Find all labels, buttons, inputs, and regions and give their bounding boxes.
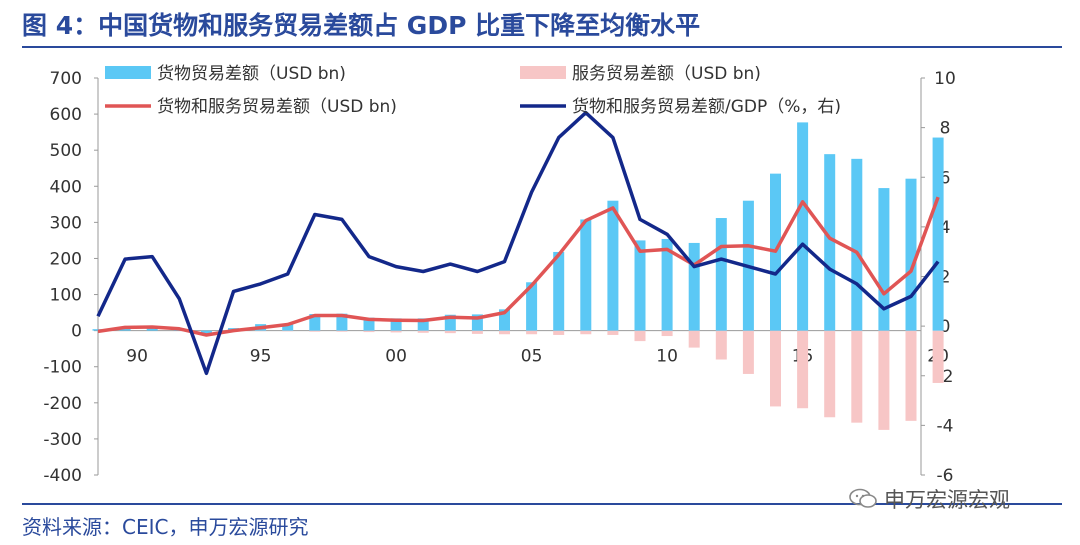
left-tick-label: 300 bbox=[50, 213, 82, 233]
services-bar bbox=[851, 330, 863, 423]
legend-swatch-services bbox=[520, 66, 566, 79]
left-tick-label: 200 bbox=[50, 249, 82, 269]
x-tick-label: 10 bbox=[656, 347, 678, 367]
services-bar bbox=[282, 330, 294, 332]
goods-bar bbox=[661, 238, 673, 331]
services-bar bbox=[499, 330, 510, 335]
total-balance-line bbox=[97, 196, 940, 337]
goods-bar bbox=[905, 178, 917, 331]
goods-bar bbox=[282, 323, 294, 331]
services-bar bbox=[390, 330, 402, 333]
services-bars bbox=[255, 330, 944, 430]
goods-bar bbox=[390, 318, 402, 331]
services-bar bbox=[580, 330, 592, 335]
services-bar bbox=[634, 330, 646, 342]
legend-label-goods: 货物贸易差额（USD bn) bbox=[157, 64, 346, 84]
x-tick-label: 95 bbox=[250, 347, 272, 367]
footer-rule bbox=[22, 503, 1062, 505]
goods-bar bbox=[932, 137, 944, 331]
goods-bar bbox=[471, 314, 483, 331]
right-tick-label: 8 bbox=[940, 119, 951, 139]
goods-bar bbox=[580, 219, 592, 331]
legend-label-total: 货物和服务贸易差额（USD bn) bbox=[157, 97, 397, 117]
right-tick-label: 4 bbox=[940, 218, 951, 238]
left-tick-label: -100 bbox=[43, 358, 82, 378]
services-bar bbox=[715, 330, 727, 360]
services-bar bbox=[661, 330, 673, 337]
left-tick-label: 700 bbox=[50, 69, 82, 89]
left-tick-label: 100 bbox=[50, 286, 82, 306]
services-bar bbox=[688, 330, 700, 348]
services-bar bbox=[309, 330, 321, 332]
x-tick-label: 90 bbox=[126, 347, 148, 367]
services-bar bbox=[932, 330, 944, 383]
right-tick-label: 6 bbox=[940, 168, 951, 188]
services-bar bbox=[824, 330, 836, 418]
wechat-icon bbox=[849, 488, 877, 508]
goods-bar bbox=[444, 314, 456, 331]
services-bar bbox=[770, 330, 781, 407]
goods-bar bbox=[878, 188, 890, 331]
right-tick-label: 0 bbox=[940, 317, 951, 337]
goods-bar bbox=[634, 240, 646, 331]
left-tick-label: 400 bbox=[50, 177, 82, 197]
goods-bar bbox=[553, 251, 565, 331]
services-bar bbox=[255, 330, 267, 332]
page-title: 图 4：中国货物和服务贸易差额占 GDP 比重下降至均衡水平 bbox=[22, 11, 701, 40]
right-tick-label: 10 bbox=[934, 69, 956, 89]
legend-swatch-goods bbox=[105, 66, 151, 79]
goods-bar bbox=[200, 330, 212, 335]
goods-bar bbox=[526, 282, 538, 331]
left-tick-label: -200 bbox=[43, 394, 82, 414]
goods-bar bbox=[417, 318, 429, 331]
goods-bar bbox=[336, 313, 348, 331]
ratio-to-gdp-line bbox=[96, 110, 940, 376]
title-rule bbox=[22, 46, 1062, 48]
legend-label-services: 服务贸易差额（USD bn) bbox=[572, 64, 761, 84]
goods-bar bbox=[363, 317, 375, 331]
axes-layer: 7006005004003002001000-100-200-300-40010… bbox=[43, 69, 955, 486]
legend-label-ratio: 货物和服务贸易差额/GDP（%，右) bbox=[572, 97, 841, 117]
right-tick-label: -6 bbox=[937, 466, 954, 486]
services-bar bbox=[607, 330, 619, 335]
lines-layer bbox=[96, 110, 940, 376]
watermark-text: 申万宏源宏观 bbox=[884, 488, 1010, 512]
goods-bar bbox=[146, 327, 158, 331]
goods-bar bbox=[824, 154, 836, 331]
left-tick-label: 600 bbox=[50, 105, 82, 125]
x-tick-label: 00 bbox=[385, 347, 407, 367]
services-bar bbox=[553, 330, 565, 335]
left-tick-label: 0 bbox=[71, 322, 82, 342]
goods-bar bbox=[715, 218, 727, 331]
x-tick-label: 05 bbox=[521, 347, 543, 367]
services-bar bbox=[905, 330, 917, 421]
right-tick-label: -4 bbox=[937, 416, 954, 436]
goods-bar bbox=[309, 314, 321, 331]
services-bar bbox=[878, 330, 890, 430]
goods-bar bbox=[797, 122, 809, 331]
services-bar bbox=[742, 330, 754, 374]
services-bar bbox=[444, 330, 456, 334]
services-bar bbox=[526, 330, 538, 335]
goods-bar bbox=[851, 158, 863, 331]
services-bar bbox=[797, 330, 809, 409]
goods-bar bbox=[688, 242, 700, 331]
services-bar bbox=[471, 330, 483, 334]
goods-bar bbox=[499, 309, 510, 331]
left-tick-label: 500 bbox=[50, 141, 82, 161]
left-tick-label: -400 bbox=[43, 466, 82, 486]
source-note: 资料来源：CEIC，申万宏源研究 bbox=[22, 515, 309, 539]
left-tick-label: -300 bbox=[43, 430, 82, 450]
watermark: 申万宏源宏观 bbox=[848, 484, 1010, 514]
legend: 货物贸易差额（USD bn) 服务贸易差额（USD bn) 货物和服务贸易差额（US… bbox=[105, 64, 841, 117]
right-tick-label: 2 bbox=[940, 268, 951, 288]
services-bar bbox=[363, 330, 375, 333]
services-bar bbox=[417, 330, 429, 333]
services-bar bbox=[336, 330, 348, 332]
goods-bar bbox=[607, 200, 619, 331]
